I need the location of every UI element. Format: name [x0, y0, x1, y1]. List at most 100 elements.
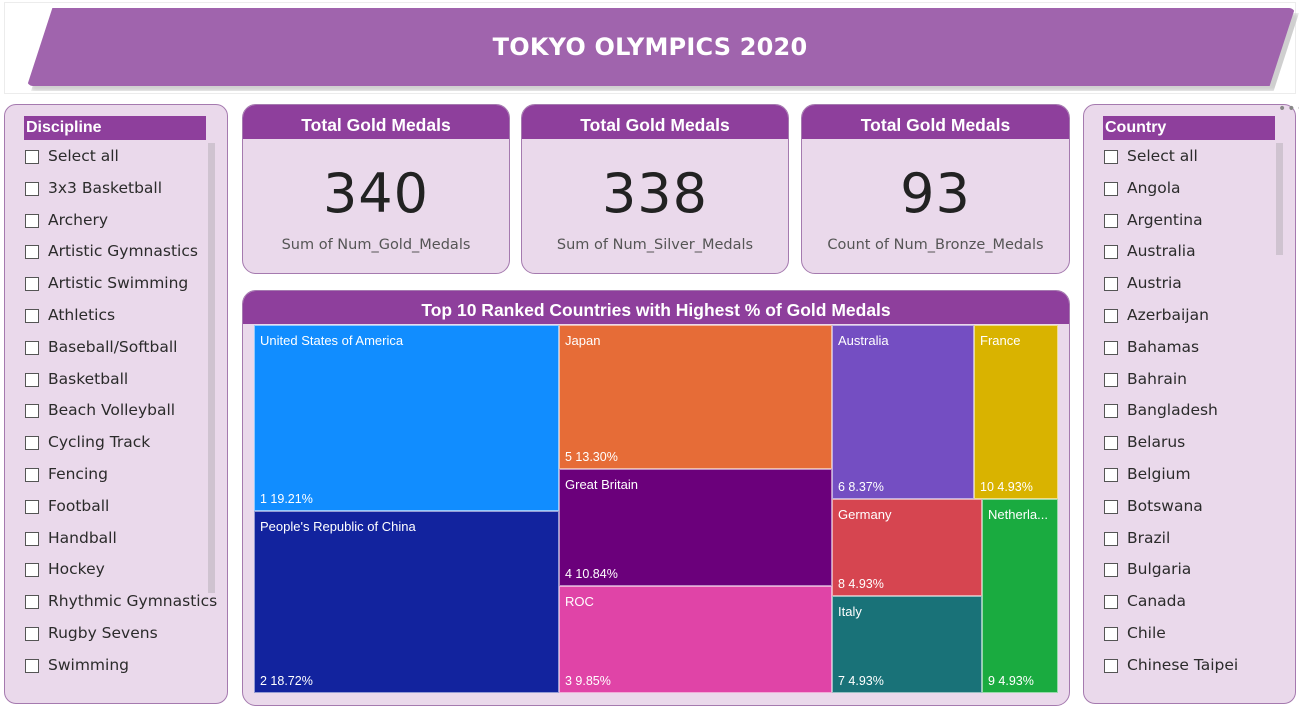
- slicer-item[interactable]: Canada: [1104, 592, 1238, 624]
- slicer-item-label: Archery: [48, 210, 109, 229]
- slicer-item[interactable]: Chinese Taipei: [1104, 656, 1238, 688]
- slicer-item[interactable]: Bulgaria: [1104, 560, 1238, 592]
- checkbox[interactable]: [25, 245, 39, 260]
- treemap-tile[interactable]: Germany 8 4.93%: [832, 499, 982, 596]
- checkbox[interactable]: [25, 308, 39, 323]
- slicer-item[interactable]: Austria: [1104, 274, 1238, 306]
- slicer-item[interactable]: 3x3 Basketball: [25, 179, 217, 211]
- checkbox[interactable]: [25, 563, 39, 578]
- slicer-item[interactable]: Swimming: [25, 656, 217, 688]
- title-banner: [27, 8, 1295, 86]
- checkbox[interactable]: [1104, 595, 1118, 610]
- checkbox[interactable]: [1104, 181, 1118, 196]
- checkbox[interactable]: [25, 626, 39, 641]
- checkbox[interactable]: [25, 658, 39, 673]
- treemap-tile[interactable]: Netherla... 9 4.93%: [982, 499, 1058, 693]
- checkbox[interactable]: [1104, 626, 1118, 641]
- more-options-icon[interactable]: •••: [1278, 101, 1299, 117]
- checkbox[interactable]: [1104, 467, 1118, 482]
- slicer-item[interactable]: Archery: [25, 211, 217, 243]
- slicer-item[interactable]: Bangladesh: [1104, 401, 1238, 433]
- checkbox[interactable]: [1104, 404, 1118, 419]
- slicer-item-label: Chile: [1127, 623, 1166, 642]
- treemap-tile[interactable]: Australia 6 8.37%: [832, 325, 974, 499]
- slicer-item-label: Select all: [48, 147, 119, 165]
- checkbox[interactable]: [1104, 150, 1118, 164]
- slicer-item-label: Rugby Sevens: [48, 623, 158, 642]
- slicer-item[interactable]: Hockey: [25, 560, 217, 592]
- checkbox[interactable]: [1104, 213, 1118, 228]
- slicer-item-label: Hockey: [48, 560, 105, 579]
- card-title: Total Gold Medals: [522, 105, 788, 139]
- checkbox[interactable]: [1104, 372, 1118, 387]
- slicer-item[interactable]: Football: [25, 497, 217, 529]
- slicer-item[interactable]: Belgium: [1104, 465, 1238, 497]
- discipline-scrollbar[interactable]: [208, 143, 215, 593]
- treemap-tile[interactable]: Japan 5 13.30%: [559, 325, 832, 469]
- checkbox[interactable]: [25, 372, 39, 387]
- slicer-item[interactable]: Brazil: [1104, 529, 1238, 561]
- slicer-item[interactable]: Rugby Sevens: [25, 624, 217, 656]
- treemap-tile[interactable]: People's Republic of China 2 18.72%: [254, 511, 559, 693]
- checkbox[interactable]: [25, 181, 39, 196]
- checkbox[interactable]: [25, 213, 39, 228]
- checkbox[interactable]: [25, 531, 39, 546]
- checkbox[interactable]: [1104, 531, 1118, 546]
- treemap-tile[interactable]: ROC 3 9.85%: [559, 586, 832, 693]
- checkbox[interactable]: [25, 595, 39, 610]
- tile-value-label: 6 8.37%: [838, 480, 884, 494]
- tile-value-label: 10 4.93%: [980, 480, 1033, 494]
- slicer-item[interactable]: Basketball: [25, 370, 217, 402]
- slicer-item[interactable]: Artistic Swimming: [25, 274, 217, 306]
- slicer-item-label: Bahamas: [1127, 337, 1200, 356]
- slicer-item[interactable]: Bahrain: [1104, 370, 1238, 402]
- tile-name-label: Italy: [838, 604, 862, 619]
- slicer-item[interactable]: Beach Volleyball: [25, 401, 217, 433]
- checkbox[interactable]: [25, 404, 39, 419]
- checkbox[interactable]: [1104, 563, 1118, 578]
- slicer-item[interactable]: Belarus: [1104, 433, 1238, 465]
- checkbox[interactable]: [1104, 658, 1118, 673]
- checkbox[interactable]: [25, 467, 39, 482]
- checkbox[interactable]: [1104, 277, 1118, 292]
- tile-name-label: Japan: [565, 333, 601, 348]
- checkbox[interactable]: [25, 499, 39, 514]
- slicer-item-label: Botswana: [1127, 496, 1203, 515]
- tile-value-label: 9 4.93%: [988, 674, 1034, 688]
- slicer-item[interactable]: Artistic Gymnastics: [25, 242, 217, 274]
- gold-medals-card: Total Gold Medals 340 Sum of Num_Gold_Me…: [242, 104, 510, 274]
- slicer-item[interactable]: Select all: [1104, 147, 1238, 179]
- slicer-item[interactable]: Athletics: [25, 306, 217, 338]
- slicer-item[interactable]: Rhythmic Gymnastics: [25, 592, 217, 624]
- checkbox[interactable]: [25, 150, 39, 164]
- slicer-item[interactable]: Angola: [1104, 179, 1238, 211]
- slicer-item-label: Cycling Track: [48, 433, 151, 452]
- slicer-item[interactable]: Botswana: [1104, 497, 1238, 529]
- slicer-item[interactable]: Australia: [1104, 242, 1238, 274]
- slicer-item[interactable]: Azerbaijan: [1104, 306, 1238, 338]
- slicer-item[interactable]: Chile: [1104, 624, 1238, 656]
- slicer-item[interactable]: Argentina: [1104, 211, 1238, 243]
- checkbox[interactable]: [25, 277, 39, 292]
- slicer-item[interactable]: Baseball/Softball: [25, 338, 217, 370]
- checkbox[interactable]: [1104, 308, 1118, 323]
- country-scrollbar[interactable]: [1276, 143, 1283, 255]
- checkbox[interactable]: [25, 340, 39, 355]
- treemap-tile[interactable]: Great Britain 4 10.84%: [559, 469, 832, 586]
- checkbox[interactable]: [1104, 499, 1118, 514]
- treemap-tile[interactable]: France 10 4.93%: [974, 325, 1058, 499]
- treemap-tile[interactable]: United States of America 1 19.21%: [254, 325, 559, 511]
- slicer-item[interactable]: Select all: [25, 147, 217, 179]
- treemap-tile[interactable]: Italy 7 4.93%: [832, 596, 982, 693]
- slicer-item[interactable]: Handball: [25, 529, 217, 561]
- checkbox[interactable]: [25, 436, 39, 451]
- slicer-item-label: Australia: [1127, 242, 1196, 261]
- checkbox[interactable]: [1104, 245, 1118, 260]
- slicer-item-label: Select all: [1127, 147, 1198, 165]
- checkbox[interactable]: [1104, 436, 1118, 451]
- card-value: 93: [900, 162, 971, 225]
- slicer-item[interactable]: Fencing: [25, 465, 217, 497]
- slicer-item[interactable]: Cycling Track: [25, 433, 217, 465]
- checkbox[interactable]: [1104, 340, 1118, 355]
- slicer-item[interactable]: Bahamas: [1104, 338, 1238, 370]
